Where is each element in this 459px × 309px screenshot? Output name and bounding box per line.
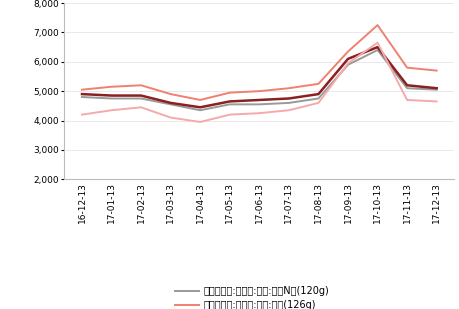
国内平均价:筱板纸:广东:理文N纸(120g)	[345, 63, 351, 67]
国内平均价:筱板纸:广东:玖龙(126g)	[375, 23, 381, 27]
国内平均价:筱板纸:广东:海龙(150g/175g)	[109, 94, 114, 97]
国内平均价:筱板纸:广东:理文N纸(120g)	[197, 108, 203, 112]
Line: 国内平均价:筱板纸:广东:理文N纸(120g): 国内平均价:筱板纸:广东:理文N纸(120g)	[82, 50, 437, 110]
国内平均价:筱板纸:广东:玖龙(126g)	[286, 86, 291, 90]
国内平均价:筱板纸:广东:海龙(150g/175g)	[316, 92, 321, 96]
国内平均价:筱板纸:广东:玖龙(126g)	[345, 50, 351, 53]
Line: 国内平均价:筱板纸:广东:海龙(150g/175g): 国内平均价:筱板纸:广东:海龙(150g/175g)	[82, 47, 437, 107]
国内平均价:筱板纸:广东:玖龙(126g)	[404, 66, 410, 70]
国内平均价:筱板纸:广东:海龙(150g/175g)	[138, 94, 144, 97]
国内平均价:筱板纸:广东:玖龙(126g)	[227, 91, 233, 95]
国内平均价:筱板纸:广东:理文N纸(120g)	[109, 97, 114, 100]
国内平均价:筱板纸:广东:理文N纸(120g)	[227, 103, 233, 106]
国内平均价:筱板纸:广东:理文N纸(120g)	[286, 101, 291, 105]
国内平均价:筱板纸:广东:理文N纸(120g)	[138, 97, 144, 100]
国内平均价:筱板纸:广东:地龙(120g)	[404, 98, 410, 102]
国内平均价:筱板纸:广东:地龙(120g)	[375, 41, 381, 44]
国内平均价:筱板纸:广东:海龙(150g/175g)	[227, 99, 233, 103]
国内平均价:筱板纸:广东:玖龙(126g)	[316, 82, 321, 86]
国内平均价:筱板纸:广东:海龙(150g/175g)	[375, 45, 381, 49]
Legend: 国内平均价:筱板纸:广东:理文N纸(120g), 国内平均价:筱板纸:广东:玖龙(126g), 国内平均价:筱板纸:广东:海龙(150g/175g), 国内平均: 国内平均价:筱板纸:广东:理文N纸(120g), 国内平均价:筱板纸:广东:玖龙…	[174, 286, 344, 309]
国内平均价:筱板纸:广东:地龙(120g)	[345, 61, 351, 65]
国内平均价:筱板纸:广东:玖龙(126g)	[109, 85, 114, 89]
国内平均价:筱板纸:广东:地龙(120g)	[79, 113, 85, 116]
Line: 国内平均价:筱板纸:广东:地龙(120g): 国内平均价:筱板纸:广东:地龙(120g)	[82, 43, 437, 122]
国内平均价:筱板纸:广东:玖龙(126g)	[434, 69, 439, 73]
国内平均价:筱板纸:广东:海龙(150g/175g)	[434, 86, 439, 90]
国内平均价:筱板纸:广东:理文N纸(120g)	[168, 103, 174, 106]
Line: 国内平均价:筱板纸:广东:玖龙(126g): 国内平均价:筱板纸:广东:玖龙(126g)	[82, 25, 437, 100]
国内平均价:筱板纸:广东:玖龙(126g)	[138, 83, 144, 87]
国内平均价:筱板纸:广东:地龙(120g)	[286, 108, 291, 112]
国内平均价:筱板纸:广东:地龙(120g)	[227, 113, 233, 116]
国内平均价:筱板纸:广东:地龙(120g)	[168, 116, 174, 119]
国内平均价:筱板纸:广东:海龙(150g/175g)	[257, 98, 262, 102]
国内平均价:筱板纸:广东:地龙(120g)	[316, 101, 321, 105]
国内平均价:筱板纸:广东:地龙(120g)	[197, 120, 203, 124]
国内平均价:筱板纸:广东:海龙(150g/175g)	[79, 92, 85, 96]
国内平均价:筱板纸:广东:玖龙(126g)	[79, 88, 85, 91]
国内平均价:筱板纸:广东:海龙(150g/175g)	[404, 83, 410, 87]
国内平均价:筱板纸:广东:玖龙(126g)	[197, 98, 203, 102]
国内平均价:筱板纸:广东:玖龙(126g)	[168, 92, 174, 96]
国内平均价:筱板纸:广东:理文N纸(120g)	[404, 86, 410, 90]
国内平均价:筱板纸:广东:海龙(150g/175g)	[286, 97, 291, 100]
国内平均价:筱板纸:广东:理文N纸(120g)	[257, 103, 262, 106]
国内平均价:筱板纸:广东:海龙(150g/175g)	[345, 57, 351, 61]
国内平均价:筱板纸:广东:理文N纸(120g)	[316, 97, 321, 100]
国内平均价:筱板纸:广东:地龙(120g)	[109, 108, 114, 112]
国内平均价:筱板纸:广东:理文N纸(120g)	[79, 95, 85, 99]
国内平均价:筱板纸:广东:地龙(120g)	[434, 99, 439, 103]
国内平均价:筱板纸:广东:理文N纸(120g)	[434, 88, 439, 91]
国内平均价:筱板纸:广东:地龙(120g)	[257, 111, 262, 115]
国内平均价:筱板纸:广东:理文N纸(120g)	[375, 48, 381, 52]
国内平均价:筱板纸:广东:玖龙(126g)	[257, 89, 262, 93]
国内平均价:筱板纸:广东:海龙(150g/175g)	[168, 101, 174, 105]
国内平均价:筱板纸:广东:海龙(150g/175g)	[197, 105, 203, 109]
国内平均价:筱板纸:广东:地龙(120g)	[138, 105, 144, 109]
